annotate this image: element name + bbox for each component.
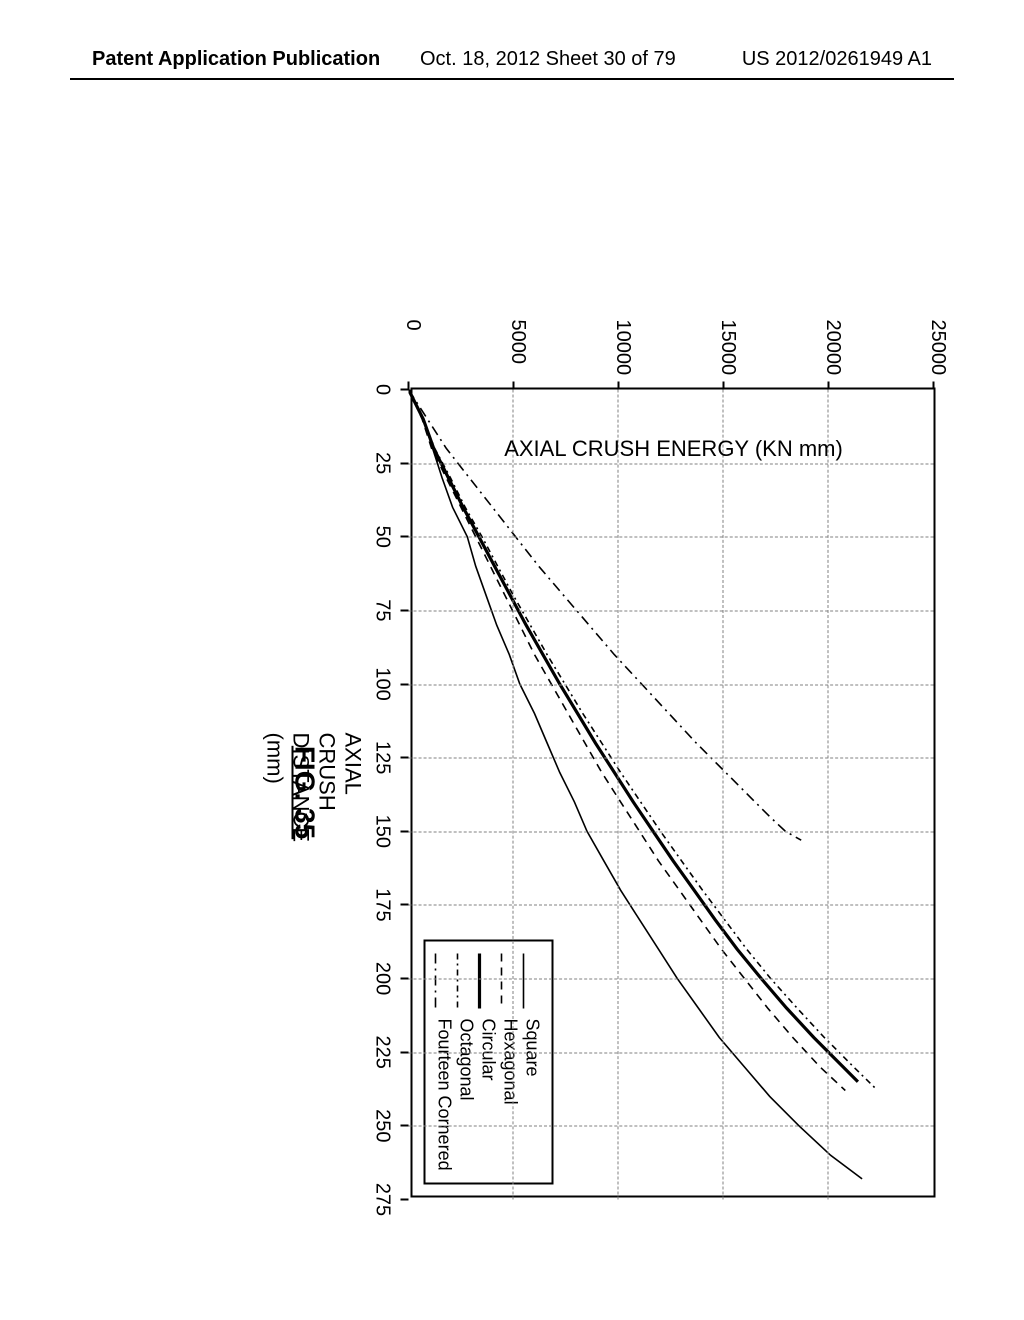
legend-label: Fourteen Cornered xyxy=(434,1019,455,1171)
grid-horizontal xyxy=(618,390,619,1200)
grid-vertical xyxy=(409,463,934,464)
y-tick xyxy=(828,382,830,390)
x-tick xyxy=(401,1051,409,1053)
x-tick-label: 75 xyxy=(371,599,394,621)
x-tick-label: 50 xyxy=(371,526,394,548)
x-tick-label: 175 xyxy=(371,888,394,921)
x-tick-label: 0 xyxy=(371,384,394,395)
x-tick-label: 150 xyxy=(371,815,394,848)
y-tick-label: 0 xyxy=(401,320,424,331)
x-tick xyxy=(401,536,409,538)
x-tick xyxy=(401,462,409,464)
legend-row: Square xyxy=(522,954,544,1171)
grid-vertical xyxy=(409,758,934,759)
x-tick-label: 200 xyxy=(371,962,394,995)
x-tick-label: 275 xyxy=(371,1183,394,1216)
grid-horizontal xyxy=(513,390,514,1200)
y-tick xyxy=(408,382,410,390)
x-tick xyxy=(401,757,409,759)
grid-horizontal xyxy=(828,390,829,1200)
plot-area: SquareHexagonalCircularOctagonalFourteen… xyxy=(411,388,936,1198)
x-tick xyxy=(401,683,409,685)
grid-vertical xyxy=(409,905,934,906)
chart-legend: SquareHexagonalCircularOctagonalFourteen… xyxy=(424,940,554,1185)
y-tick-label: 20000 xyxy=(821,320,844,376)
grid-vertical xyxy=(409,1052,934,1053)
y-tick-label: 10000 xyxy=(611,320,634,376)
x-tick xyxy=(401,830,409,832)
header-right-text: US 2012/0261949 A1 xyxy=(742,48,932,71)
x-tick xyxy=(401,978,409,980)
header-center-text: Oct. 18, 2012 Sheet 30 of 79 xyxy=(420,48,676,71)
legend-label: Octagonal xyxy=(456,1019,477,1101)
x-tick xyxy=(401,904,409,906)
y-tick xyxy=(618,382,620,390)
x-tick-label: 100 xyxy=(371,667,394,700)
x-tick-label: 250 xyxy=(371,1109,394,1142)
grid-vertical xyxy=(409,684,934,685)
header-rule xyxy=(70,78,954,80)
legend-label: Hexagonal xyxy=(500,1019,521,1105)
header-left-text: Patent Application Publication xyxy=(92,48,380,71)
figure-label: FIG. 35 xyxy=(289,746,321,839)
grid-vertical xyxy=(409,1126,934,1127)
legend-label: Circular xyxy=(478,1019,499,1081)
y-tick xyxy=(723,382,725,390)
y-tick-label: 25000 xyxy=(926,320,949,376)
legend-label: Square xyxy=(522,1019,543,1077)
x-tick xyxy=(401,1199,409,1201)
grid-vertical xyxy=(409,537,934,538)
grid-vertical xyxy=(409,979,934,980)
x-tick-label: 125 xyxy=(371,741,394,774)
x-tick-label: 25 xyxy=(371,452,394,474)
x-tick xyxy=(401,1125,409,1127)
y-tick-label: 15000 xyxy=(716,320,739,376)
y-tick xyxy=(933,382,935,390)
y-axis-title: AXIAL CRUSH ENERGY (KN mm) xyxy=(504,436,843,462)
grid-vertical xyxy=(409,831,934,832)
y-tick xyxy=(513,382,515,390)
chart-container: SquareHexagonalCircularOctagonalFourteen… xyxy=(126,388,936,913)
x-tick-label: 225 xyxy=(371,1036,394,1069)
grid-vertical xyxy=(409,610,934,611)
y-tick-label: 5000 xyxy=(506,320,529,365)
grid-horizontal xyxy=(723,390,724,1200)
x-tick xyxy=(401,609,409,611)
